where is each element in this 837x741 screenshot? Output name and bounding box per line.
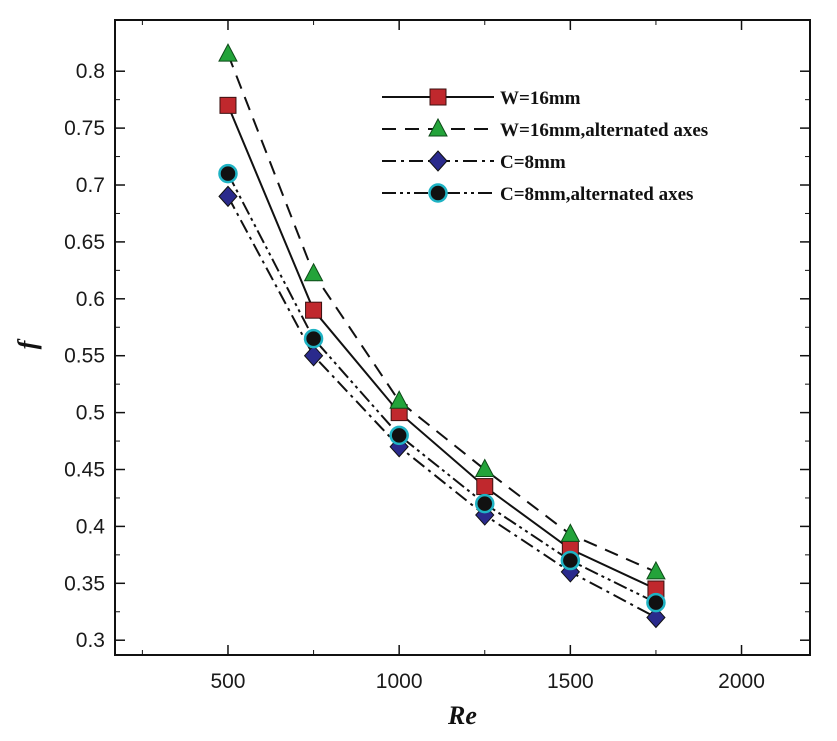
x-tick-label: 2000 — [718, 670, 765, 693]
x-tick-label: 1500 — [547, 670, 594, 693]
data-point — [218, 185, 238, 208]
legend-label: W=16mm — [500, 88, 581, 109]
data-point — [305, 301, 323, 319]
legend-marker — [428, 150, 448, 172]
data-point — [389, 390, 409, 409]
y-tick-label: 0.6 — [76, 288, 105, 311]
series-group — [218, 43, 666, 629]
y-tick-label: 0.65 — [64, 231, 105, 254]
legend-marker — [429, 88, 447, 106]
data-point — [218, 43, 238, 62]
legend-label: W=16mm,alternated axes — [500, 120, 708, 141]
y-axis-title: f — [13, 338, 42, 349]
series-line — [227, 104, 657, 590]
plot-frame — [114, 19, 811, 656]
legend-label: C=8mm,alternated axes — [500, 184, 693, 205]
legend: W=16mm W=16mm,alternated axes C=8mm C=8mm,a… — [382, 88, 708, 205]
x-tick-label: 500 — [210, 670, 245, 693]
y-tick-label: 0.55 — [64, 345, 105, 368]
y-tick-label: 0.35 — [64, 572, 105, 595]
y-tick-label: 0.3 — [76, 629, 105, 652]
data-point — [646, 560, 666, 580]
legend-entry: C=8mm — [382, 150, 566, 173]
data-point — [646, 606, 666, 629]
data-point — [474, 458, 495, 478]
data-point — [560, 523, 581, 542]
x-axis-title: Re — [447, 701, 477, 730]
data-point — [303, 328, 324, 349]
legend-marker — [428, 183, 448, 203]
x-tick-label: 1000 — [376, 670, 423, 693]
data-point — [476, 478, 494, 496]
y-tick-label: 0.8 — [76, 60, 105, 83]
legend-marker — [428, 117, 448, 137]
series-line — [227, 53, 657, 573]
data-point — [646, 592, 666, 613]
data-point — [389, 425, 409, 446]
y-tick-label: 0.7 — [76, 174, 105, 197]
data-point — [218, 163, 238, 184]
data-point — [219, 96, 237, 114]
series-2 — [218, 43, 666, 580]
series-line — [227, 195, 657, 619]
series-1 — [219, 96, 665, 598]
y-tick-label: 0.45 — [64, 459, 105, 482]
series-line — [227, 173, 657, 604]
legend-entry: C=8mm,alternated axes — [382, 183, 693, 205]
axes: 500 1000 1500 2000 0.3 0.35 0.4 0.45 0.5 0.55 0.6 0… — [64, 19, 811, 693]
y-tick-label: 0.75 — [64, 117, 105, 140]
y-tick-label: 0.4 — [76, 515, 106, 538]
y-tick-label: 0.5 — [76, 402, 105, 425]
data-point — [303, 262, 324, 282]
data-point — [475, 493, 495, 514]
data-point — [560, 550, 581, 571]
legend-entry: W=16mm — [382, 88, 581, 109]
series-4 — [218, 163, 666, 613]
legend-entry: W=16mm,alternated axes — [382, 117, 708, 141]
data-point — [303, 344, 324, 367]
legend-label: C=8mm — [500, 152, 566, 173]
